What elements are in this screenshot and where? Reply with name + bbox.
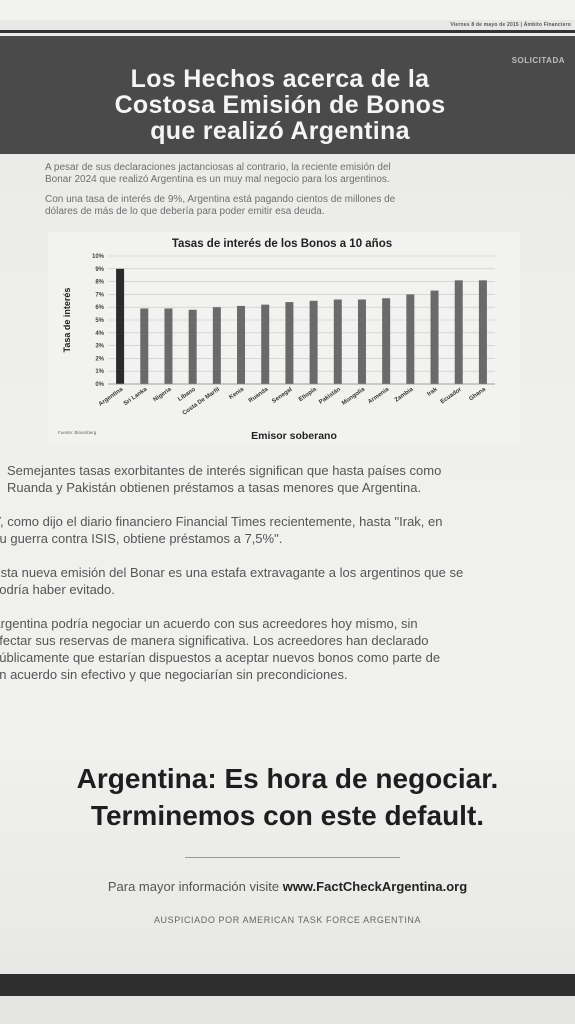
more-info: Para mayor información visite www.FactCh… [0, 879, 575, 894]
chart-background [48, 232, 520, 444]
body-line: Ruanda y Pakistán obtienen préstamos a t… [7, 480, 422, 495]
page-bottom-edge [0, 996, 575, 1024]
bar-kenia [237, 305, 246, 384]
intro-line: Bonar 2024 que realizó Argentina es un m… [45, 174, 390, 185]
body-paragraph: Y, como dijo el diario financiero Financ… [0, 513, 575, 547]
chart-title: Tasas de interés de los Bonos a 10 años [172, 238, 392, 250]
intro-paragraph: Con una tasa de interés de 9%, Argentina… [45, 194, 515, 218]
x-tick-label: Irak [426, 386, 439, 397]
bar-ruanda [261, 304, 270, 384]
body-line: públicamente que estarían dispuestos a a… [0, 650, 441, 665]
bar-senegal [285, 302, 294, 384]
body-paragraph: Semejantes tasas exorbitantes de interés… [0, 462, 575, 496]
bar-irak [430, 290, 439, 384]
bar-zambia [406, 294, 415, 384]
intro-paragraph: A pesar de sus declaraciones jactanciosa… [45, 162, 515, 186]
section-tag: SOLICITADA [511, 56, 565, 65]
bar-ecuador [454, 280, 463, 384]
body-line: su guerra contra ISIS, obtiene préstamos… [0, 531, 283, 546]
y-tick-label: 3% [95, 344, 104, 350]
body-paragraph: Argentina podría negociar un acuerdo con… [0, 615, 575, 683]
body-line: afectar sus reservas de manera significa… [0, 633, 429, 648]
body-line: Y, como dijo el diario financiero Financ… [0, 514, 443, 529]
top-rule [0, 30, 575, 33]
bar-argentina [116, 268, 125, 384]
y-tick-label: 7% [95, 292, 104, 298]
bottom-rule [0, 974, 575, 996]
divider [185, 857, 400, 858]
body-paragraph: Esta nueva emisión del Bonar es una esta… [0, 564, 575, 598]
bar-armenia [382, 298, 391, 384]
call-to-action: Argentina: Es hora de negociar. Terminem… [0, 760, 575, 834]
y-tick-label: 8% [95, 280, 104, 286]
cta-line: Terminemos con este default. [90, 800, 485, 831]
y-axis-label: Tasa de interés [62, 288, 72, 353]
y-tick-label: 0% [95, 382, 104, 388]
body-line: podría haber evitado. [0, 582, 115, 597]
website-link[interactable]: www.FactCheckArgentina.org [282, 879, 468, 894]
masthead: Viernes 8 de mayo de 2015 | Ámbito Finan… [450, 22, 571, 28]
cta-line: Argentina: Es hora de negociar. [76, 763, 499, 794]
x-axis-label: Emisor soberano [251, 430, 337, 442]
bar-ghana [478, 280, 487, 384]
y-tick-label: 4% [95, 331, 104, 337]
bar-etiopía [309, 300, 318, 384]
body-line: Argentina podría negociar un acuerdo con… [0, 616, 418, 631]
y-tick-label: 9% [95, 267, 104, 273]
body-line: Semejantes tasas exorbitantes de interés… [7, 463, 442, 478]
intro-line: A pesar de sus declaraciones jactanciosa… [45, 162, 391, 173]
headline-line: Los Hechos acerca de la [130, 65, 430, 93]
body-text: Semejantes tasas exorbitantes de interés… [0, 462, 575, 700]
y-tick-label: 2% [95, 356, 104, 362]
chart-canvas: Tasas de interés de los Bonos a 10 años 0… [48, 232, 520, 444]
bar-líbano [188, 309, 197, 384]
y-tick-label: 6% [95, 305, 104, 311]
intro-line: Con una tasa de interés de 9%, Argentina… [45, 194, 396, 205]
bar-mongolia [357, 299, 366, 384]
headline: Los Hechos acerca de la Costosa Emisión … [60, 66, 500, 144]
more-info-prefix: Para mayor información visite [107, 879, 283, 894]
bond-rates-chart: Tasas de interés de los Bonos a 10 años 0… [40, 232, 520, 444]
y-tick-label: 1% [95, 369, 104, 375]
headline-line: que realizó Argentina [150, 117, 410, 145]
headline-line: Costosa Emisión de Bonos [114, 91, 446, 119]
previous-page-edge [0, 0, 575, 20]
intro-line: dólares de más de lo que debería para po… [45, 206, 325, 217]
y-tick-label: 10% [92, 254, 105, 260]
bar-pakistán [333, 299, 342, 384]
bar-nigeria [164, 308, 173, 384]
ad-header: SOLICITADA Los Hechos acerca de la Costo… [0, 36, 575, 154]
bar-sri-lanka [140, 308, 149, 384]
intro-text: A pesar de sus declaraciones jactanciosa… [45, 162, 515, 226]
body-line: un acuerdo sin efectivo y que negociaría… [0, 667, 348, 682]
chart-source: Fuente: Bloomberg [58, 430, 97, 435]
bar-costa-de-marfil [212, 307, 221, 384]
y-tick-label: 5% [95, 318, 104, 324]
sponsor-line: AUSPICIADO POR AMERICAN TASK FORCE ARGEN… [153, 915, 422, 925]
body-line: Esta nueva emisión del Bonar es una esta… [0, 565, 464, 580]
